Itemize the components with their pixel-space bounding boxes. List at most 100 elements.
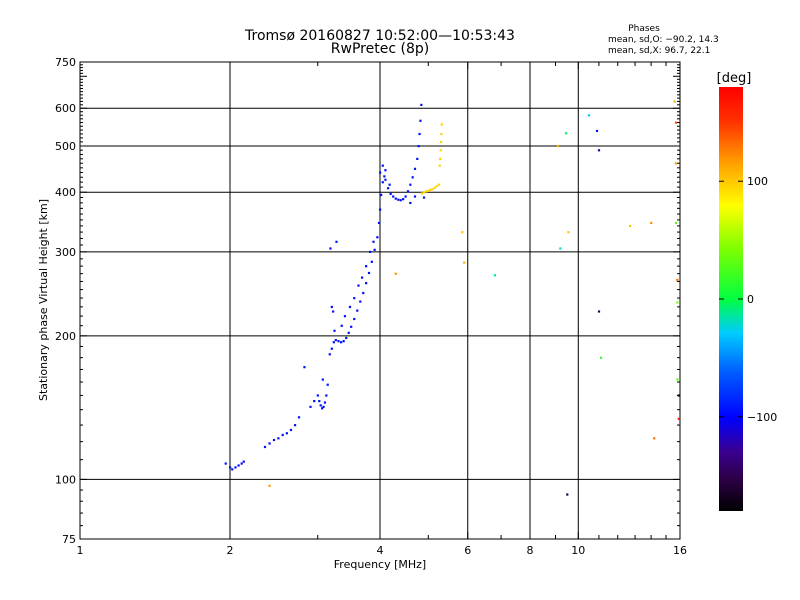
data-point <box>231 468 234 471</box>
data-point <box>353 317 356 321</box>
data-point <box>565 132 568 135</box>
data-point <box>293 424 297 427</box>
data-point <box>439 157 442 161</box>
data-point <box>418 132 421 136</box>
data-point <box>566 493 569 496</box>
y-tick-label: 200 <box>55 330 76 343</box>
data-point <box>567 231 570 234</box>
y-tick-label: 750 <box>55 56 76 69</box>
data-point <box>325 394 328 397</box>
data-point <box>345 336 348 340</box>
data-point <box>409 183 412 186</box>
data-point <box>383 175 386 178</box>
data-point <box>297 416 301 419</box>
data-point <box>332 341 335 344</box>
data-point <box>237 464 240 467</box>
data-point <box>340 324 343 327</box>
data-point <box>559 247 562 250</box>
data-point <box>417 144 420 148</box>
data-point <box>394 197 397 200</box>
data-point <box>379 171 382 174</box>
data-point <box>673 100 676 103</box>
data-point <box>268 484 271 487</box>
data-point <box>676 301 679 304</box>
data-point <box>339 341 343 344</box>
data-point <box>392 195 395 198</box>
data-point <box>263 445 267 449</box>
data-point <box>321 407 324 410</box>
y-tick-label: 500 <box>55 140 76 153</box>
data-point <box>242 460 245 463</box>
data-point <box>587 114 591 117</box>
data-point <box>411 176 414 179</box>
data-point <box>326 383 329 386</box>
data-point <box>285 432 288 435</box>
data-point <box>224 462 227 465</box>
x-axis-label: Frequency [MHz] <box>334 558 426 571</box>
data-point <box>332 310 335 313</box>
y-tick-label: 75 <box>62 533 76 546</box>
data-point <box>394 272 397 275</box>
data-point <box>303 366 306 369</box>
data-point <box>437 183 441 186</box>
data-point <box>595 129 599 133</box>
colorbar-ticks: 100 0 −100 <box>719 175 777 424</box>
data-point <box>350 325 353 328</box>
data-point <box>272 438 276 442</box>
data-point <box>329 247 332 250</box>
data-point <box>676 278 679 282</box>
data-point <box>321 378 324 381</box>
chart-title: Tromsø 20160827 10:52:00—10:53:43 <box>244 28 515 44</box>
data-point <box>463 261 466 264</box>
data-point <box>435 185 438 188</box>
y-axis-label: Stationary phase Virtual Height [km] <box>37 199 50 401</box>
data-point <box>347 331 350 334</box>
data-point <box>397 198 400 201</box>
data-point <box>334 338 337 342</box>
data-points <box>224 100 680 496</box>
data-point <box>330 347 333 350</box>
data-point <box>674 121 678 124</box>
x-tick-label: 4 <box>377 544 384 557</box>
data-point <box>427 189 430 192</box>
data-point <box>425 190 428 193</box>
data-point <box>440 123 443 126</box>
data-point <box>599 356 603 359</box>
data-point <box>359 300 362 303</box>
data-point <box>318 400 321 403</box>
data-point <box>597 149 601 152</box>
data-point <box>342 340 345 343</box>
data-point <box>289 428 293 432</box>
data-point <box>277 437 280 440</box>
data-point <box>316 394 319 397</box>
data-point <box>493 274 497 277</box>
data-point <box>439 149 442 152</box>
data-point <box>367 271 371 275</box>
data-point <box>369 250 372 254</box>
data-point <box>420 103 423 107</box>
axis-ticks <box>79 61 681 539</box>
data-point <box>360 276 364 279</box>
data-point <box>365 282 368 285</box>
data-point <box>353 297 356 300</box>
data-point <box>438 164 441 167</box>
x-tick-label: 1 <box>77 544 84 557</box>
data-point <box>677 394 680 397</box>
data-point <box>556 144 560 148</box>
data-point <box>335 240 338 243</box>
gridlines <box>80 62 681 539</box>
data-point <box>677 417 680 420</box>
data-point <box>389 192 392 195</box>
data-point <box>399 199 402 202</box>
data-point <box>381 181 384 184</box>
data-point <box>343 315 347 318</box>
data-point <box>406 190 410 193</box>
data-point <box>234 466 237 469</box>
data-point <box>362 291 365 295</box>
data-point <box>404 195 407 198</box>
data-point <box>386 187 390 190</box>
data-point <box>429 188 432 191</box>
colorbar-tick-label: 100 <box>747 175 768 188</box>
data-point <box>422 196 426 199</box>
x-tick-label: 2 <box>227 544 234 557</box>
